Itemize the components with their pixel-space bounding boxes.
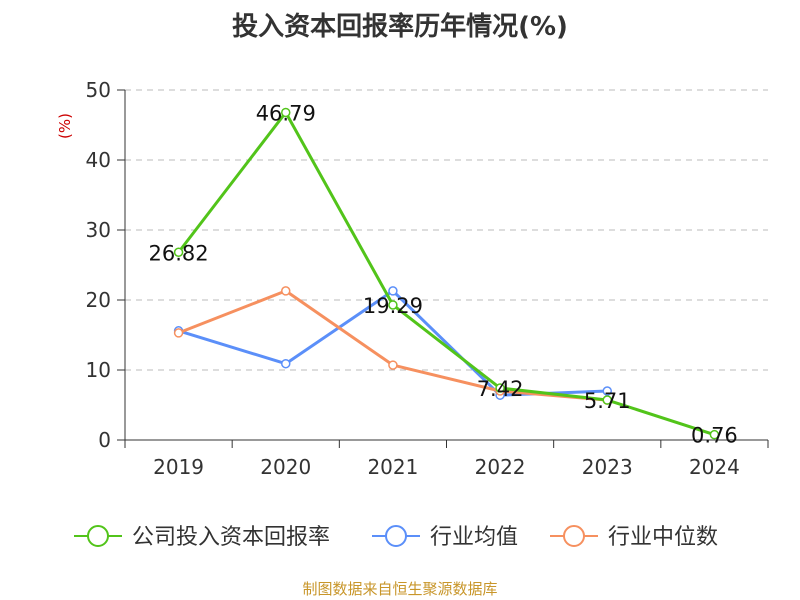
data-point — [281, 286, 291, 296]
data-label: 19.29 — [363, 294, 423, 318]
x-tick-label: 2021 — [367, 455, 418, 479]
chart-title: 投入资本回报率历年情况(%) — [232, 12, 568, 42]
x-tick-label: 2024 — [689, 455, 740, 479]
y-tick-label: 40 — [86, 148, 111, 172]
data-label: 46.79 — [256, 101, 316, 125]
data-label: 0.76 — [691, 424, 738, 448]
legend-label: 公司投入资本回报率 — [132, 525, 330, 550]
y-tick-label: 20 — [86, 288, 111, 312]
axes: 0 10 20 30 40 50 (%) 2019 2020 2021 2022 2023 2024 — [56, 78, 769, 479]
data-point — [602, 395, 612, 405]
data-point — [495, 383, 505, 393]
legend-item[interactable]: 行业中位数 — [550, 525, 718, 550]
legend-label: 行业中位数 — [608, 525, 718, 550]
data-point — [281, 107, 291, 118]
y-tick-label: 50 — [86, 78, 111, 102]
data-point — [388, 286, 398, 296]
legend-marker — [385, 525, 407, 547]
data-point — [281, 358, 291, 369]
y-tick-label: 0 — [98, 428, 111, 452]
x-tick-label: 2023 — [582, 455, 633, 479]
data-point — [602, 386, 612, 396]
data-labels: 26.82 46.79 19.29 7.42 5.71 0.76 — [149, 101, 738, 447]
legend-item[interactable]: 公司投入资本回报率 — [74, 525, 330, 550]
series-line — [177, 110, 715, 437]
data-point — [388, 360, 398, 370]
y-axis-label: (%) — [56, 113, 74, 139]
series-lines — [173, 107, 720, 440]
x-tick-label: 2020 — [260, 455, 311, 479]
data-label: 7.42 — [477, 377, 524, 401]
data-point — [173, 247, 184, 258]
data-label: 5.71 — [584, 389, 631, 413]
source-note: 制图数据来自恒生聚源数据库 — [302, 580, 498, 598]
data-point — [709, 429, 720, 440]
legend-label: 行业均值 — [430, 525, 518, 550]
data-point — [173, 328, 184, 338]
x-tick-label: 2022 — [475, 455, 526, 479]
legend-item[interactable]: 行业均值 — [372, 525, 518, 550]
legend[interactable]: 公司投入资本回报率 行业均值 行业中位数 — [74, 525, 718, 550]
y-tick-label: 10 — [86, 358, 111, 382]
data-point — [388, 300, 398, 310]
gridlines — [125, 89, 768, 371]
legend-marker — [563, 525, 585, 547]
data-label: 26.82 — [149, 241, 209, 265]
legend-marker — [87, 525, 109, 547]
x-tick-label: 2019 — [153, 455, 204, 479]
y-tick-label: 30 — [86, 218, 111, 242]
